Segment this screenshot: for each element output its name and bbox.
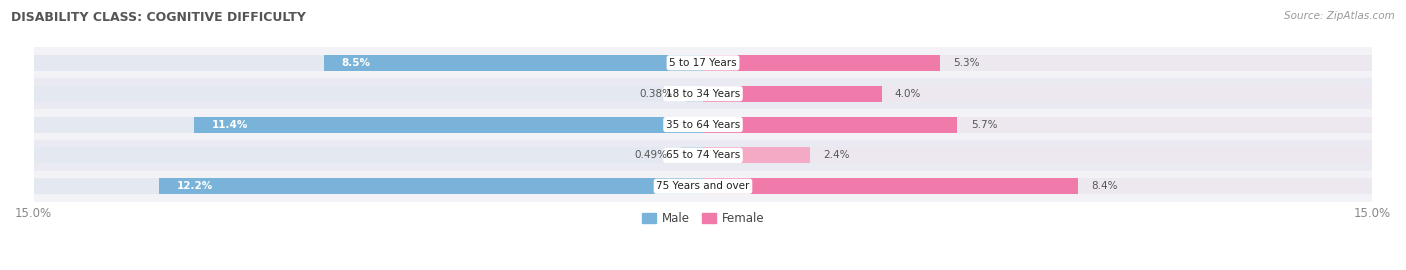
Text: 4.0%: 4.0%	[894, 89, 921, 99]
Text: 75 Years and over: 75 Years and over	[657, 181, 749, 191]
Text: 12.2%: 12.2%	[176, 181, 212, 191]
Bar	[703, 117, 957, 133]
Bar	[34, 78, 1372, 109]
Text: 0.38%: 0.38%	[640, 89, 672, 99]
Text: 35 to 64 Years: 35 to 64 Years	[666, 120, 740, 130]
Bar	[34, 178, 703, 194]
Text: 18 to 34 Years: 18 to 34 Years	[666, 89, 740, 99]
Bar	[703, 117, 1372, 133]
Legend: Male, Female: Male, Female	[637, 207, 769, 230]
Bar	[34, 147, 703, 163]
Text: 5.7%: 5.7%	[970, 120, 997, 130]
Text: 8.4%: 8.4%	[1091, 181, 1118, 191]
Bar	[159, 178, 703, 194]
Bar	[681, 147, 703, 163]
Bar	[34, 140, 1372, 171]
Bar	[34, 55, 703, 71]
Text: 5.3%: 5.3%	[953, 58, 980, 68]
Bar	[703, 178, 1372, 194]
Bar	[34, 117, 703, 133]
Bar	[703, 86, 882, 102]
Bar	[34, 109, 1372, 140]
Text: 5 to 17 Years: 5 to 17 Years	[669, 58, 737, 68]
Bar	[703, 86, 1372, 102]
Bar	[34, 171, 1372, 202]
Text: 0.49%: 0.49%	[634, 150, 668, 160]
Text: 65 to 74 Years: 65 to 74 Years	[666, 150, 740, 160]
Bar	[323, 55, 703, 71]
Text: 2.4%: 2.4%	[824, 150, 851, 160]
Bar	[703, 55, 1372, 71]
Text: Source: ZipAtlas.com: Source: ZipAtlas.com	[1284, 11, 1395, 21]
Bar	[34, 48, 1372, 78]
Text: DISABILITY CLASS: COGNITIVE DIFFICULTY: DISABILITY CLASS: COGNITIVE DIFFICULTY	[11, 11, 307, 24]
Bar	[703, 55, 939, 71]
Bar	[703, 147, 810, 163]
Bar	[703, 178, 1078, 194]
Bar	[686, 86, 703, 102]
Bar	[34, 86, 703, 102]
Bar	[703, 147, 1372, 163]
Text: 11.4%: 11.4%	[212, 120, 249, 130]
Text: 8.5%: 8.5%	[342, 58, 371, 68]
Bar	[194, 117, 703, 133]
